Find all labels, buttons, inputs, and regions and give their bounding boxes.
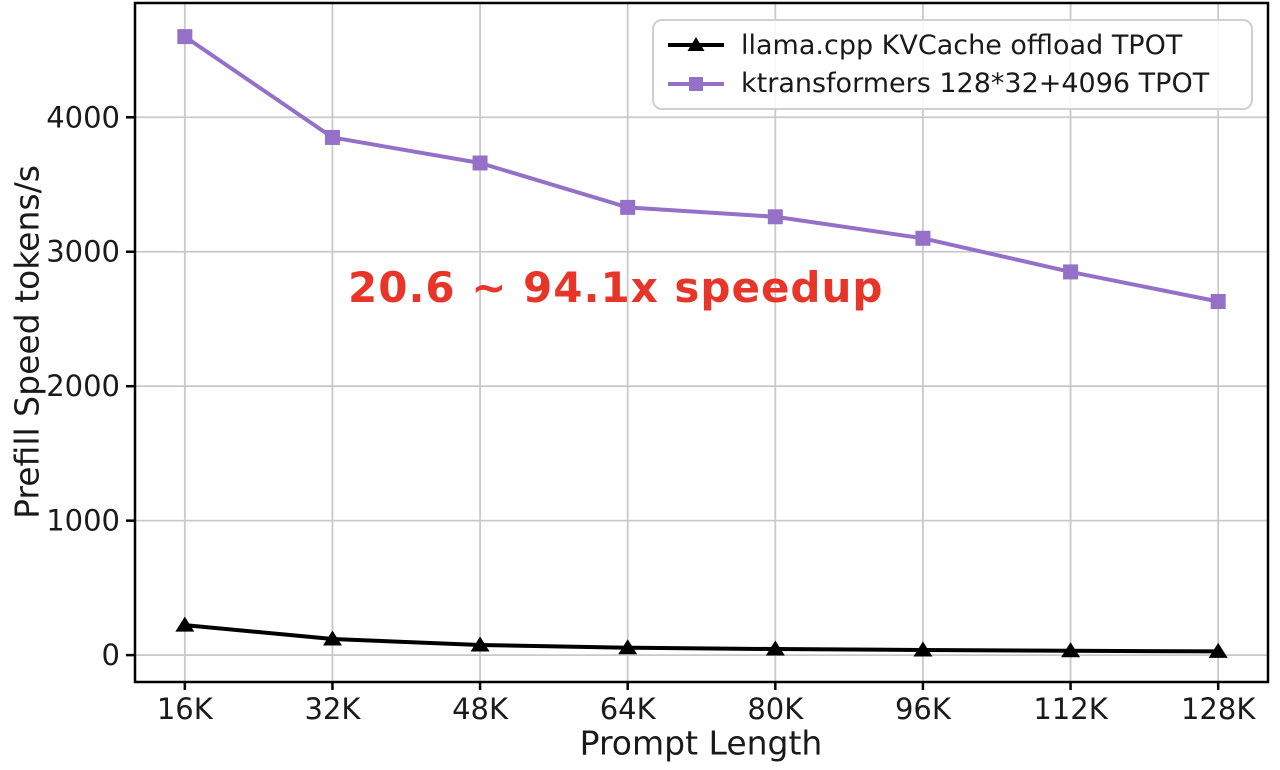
series-1-marker — [1210, 293, 1226, 309]
series-line-1 — [182, 34, 1221, 304]
series-0-marker — [470, 636, 490, 652]
series-0-marker — [913, 641, 933, 657]
x-tick-label: 32K — [304, 692, 361, 726]
series-1-marker — [915, 230, 931, 246]
x-tick-label: 128K — [1181, 692, 1256, 726]
series-1-marker — [177, 29, 193, 45]
series-0-marker — [1061, 642, 1081, 658]
y-tick-label: 4000 — [46, 100, 120, 134]
plot-border — [133, 1, 1270, 684]
y-tick-label: 2000 — [46, 369, 120, 403]
x-tick-label: 48K — [452, 692, 509, 726]
series-0-marker — [175, 616, 195, 632]
series-0-marker — [1208, 642, 1228, 658]
legend-triangle-line-icon — [668, 37, 724, 52]
x-tick-label: 80K — [747, 692, 804, 726]
series-1-marker — [472, 155, 488, 171]
x-tick-label: 96K — [895, 692, 952, 726]
legend: llama.cpp KVCache offload TPOT ktransform… — [652, 19, 1253, 110]
x-tick-label: 16K — [157, 692, 214, 726]
x-tick-label: 112K — [1033, 692, 1108, 726]
legend-item: llama.cpp KVCache offload TPOT — [666, 30, 1239, 61]
y-axis-title: Prefill Speed tokens/s — [7, 165, 47, 519]
series-0-marker — [322, 630, 342, 646]
y-tick-label: 0 — [102, 638, 120, 672]
legend-item: ktransformers 128*32+4096 TPOT — [666, 68, 1239, 99]
legend-square-line-icon — [668, 76, 724, 91]
y-tick-label: 3000 — [46, 235, 120, 269]
x-tick-label: 64K — [600, 692, 657, 726]
speedup-annotation: 20.6 ~ 94.1x speedup — [348, 263, 884, 312]
legend-label: ktransformers 128*32+4096 TPOT — [741, 68, 1210, 100]
y-tick-label: 1000 — [46, 504, 120, 538]
series-1-marker — [324, 129, 340, 145]
series-0-marker — [618, 639, 638, 655]
series-1-marker — [1063, 264, 1079, 280]
series-line-0 — [182, 623, 1221, 654]
series-0-marker — [765, 640, 785, 656]
legend-label: llama.cpp KVCache offload TPOT — [741, 29, 1183, 61]
x-axis-title: Prompt Length — [579, 723, 823, 763]
series-1-marker — [620, 199, 636, 215]
series-1-marker — [767, 209, 783, 225]
